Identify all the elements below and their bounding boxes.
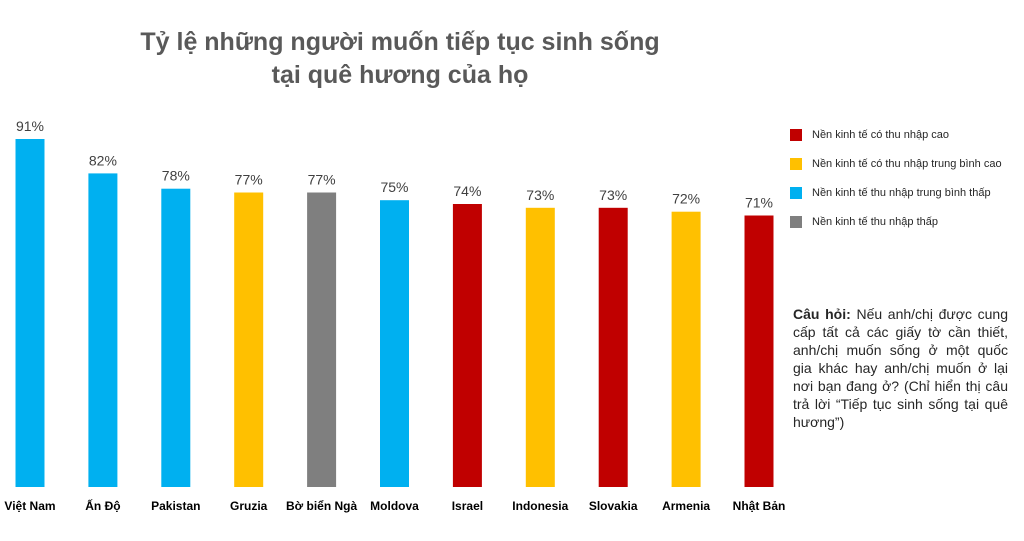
data-label: 91% xyxy=(16,118,44,134)
bar-chart: 91% Việt Nam 82% Ấn Độ 78% Pakistan 77% Gruzia 7… xyxy=(4,118,786,513)
x-tick-label: Slovakia xyxy=(589,499,638,513)
bar xyxy=(598,207,628,488)
legend-swatch xyxy=(790,215,802,228)
data-label: 77% xyxy=(235,172,263,188)
data-label: 72% xyxy=(672,191,700,207)
x-tick-label: Israel xyxy=(452,499,483,513)
x-tick-label: Pakistan xyxy=(151,499,200,513)
legend-label: Nền kinh tế thu nhập trung bình thấp xyxy=(812,186,991,199)
x-tick-label: Armenia xyxy=(662,499,710,513)
legend-swatch xyxy=(790,128,802,141)
chart-title-line-2: tại quê hương của họ xyxy=(271,61,529,89)
x-tick-label: Moldova xyxy=(370,499,419,513)
data-label: 78% xyxy=(162,168,190,184)
legend-item-upper-middle-income: Nền kinh tế có thu nhập trung bình cao xyxy=(790,155,1024,172)
data-label: 74% xyxy=(453,183,481,199)
bar xyxy=(525,207,555,488)
legend-swatch xyxy=(790,186,802,199)
x-tick-label: Ấn Độ xyxy=(85,498,120,513)
data-label: 73% xyxy=(599,187,627,203)
question-label: Câu hỏi: xyxy=(793,306,851,322)
legend-swatch xyxy=(790,157,802,170)
bar xyxy=(307,192,337,487)
x-tick-label: Gruzia xyxy=(230,499,268,513)
legend-item-lower-middle-income: Nền kinh tế thu nhập trung bình thấp xyxy=(790,184,1024,201)
x-tick-label: Bờ biển Ngà xyxy=(286,499,358,513)
bar xyxy=(671,211,701,487)
data-label: 71% xyxy=(745,195,773,211)
x-tick-label: Indonesia xyxy=(512,499,568,513)
legend-label: Nền kinh tế có thu nhập trung bình cao xyxy=(812,157,1002,170)
question-note: Câu hỏi: Nếu anh/chị được cung cấp tất c… xyxy=(793,305,1008,431)
bar xyxy=(88,173,118,487)
x-tick-label: Việt Nam xyxy=(4,499,55,513)
chart-title-line-1: Tỷ lệ những người muốn tiếp tục sinh sốn… xyxy=(140,28,660,56)
bar xyxy=(234,192,264,487)
data-label: 73% xyxy=(526,187,554,203)
data-label: 77% xyxy=(308,172,336,188)
legend-item-low-income: Nền kinh tế thu nhập thấp xyxy=(790,213,1024,230)
data-label: 82% xyxy=(89,152,117,168)
legend-label: Nền kinh tế có thu nhập cao xyxy=(812,128,949,141)
bar xyxy=(161,188,191,487)
question-text: Nếu anh/chị được cung cấp tất cả các giấ… xyxy=(793,306,1008,430)
chart-title: Tỷ lệ những người muốn tiếp tục sinh sốn… xyxy=(20,26,780,92)
legend: Nền kinh tế có thu nhập cao Nền kinh tế … xyxy=(790,126,1024,242)
bar xyxy=(380,200,409,487)
bar xyxy=(744,215,774,487)
bar xyxy=(452,204,482,487)
legend-item-high-income: Nền kinh tế có thu nhập cao xyxy=(790,126,1024,143)
data-label: 75% xyxy=(380,179,408,195)
legend-label: Nền kinh tế thu nhập thấp xyxy=(812,215,938,228)
bar xyxy=(15,139,45,487)
x-tick-label: Nhật Bản xyxy=(733,499,786,513)
